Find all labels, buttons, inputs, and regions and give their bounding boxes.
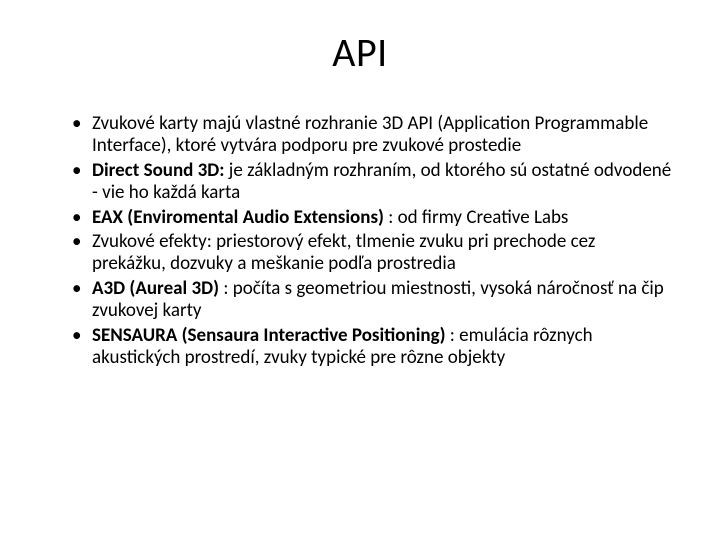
- list-item: EAX (Enviromental Audio Extensions) : od…: [72, 207, 672, 229]
- item-bold: EAX (Enviromental Audio Extensions): [92, 206, 384, 229]
- item-bold: Direct Sound 3D:: [92, 159, 225, 182]
- item-bold: SENSAURA (Sensaura Interactive Positioni…: [92, 324, 446, 347]
- list-item: Zvukové karty majú vlastné rozhranie 3D …: [72, 113, 672, 158]
- item-post: : od firmy Creative Labs: [384, 206, 568, 229]
- item-post: Zvukové efekty: priestorový efekt, tlmen…: [92, 230, 595, 275]
- item-bold: A3D (Aureal 3D): [92, 277, 219, 300]
- item-post: Zvukové karty majú vlastné rozhranie 3D …: [92, 112, 648, 157]
- list-item: A3D (Aureal 3D) : počíta s geometriou mi…: [72, 278, 672, 323]
- list-item: Direct Sound 3D: je základným rozhraním,…: [72, 160, 672, 205]
- bullet-list: Zvukové karty majú vlastné rozhranie 3D …: [48, 113, 672, 369]
- slide-title: API: [48, 28, 672, 77]
- list-item: SENSAURA (Sensaura Interactive Positioni…: [72, 325, 672, 370]
- list-item: Zvukové efekty: priestorový efekt, tlmen…: [72, 231, 672, 276]
